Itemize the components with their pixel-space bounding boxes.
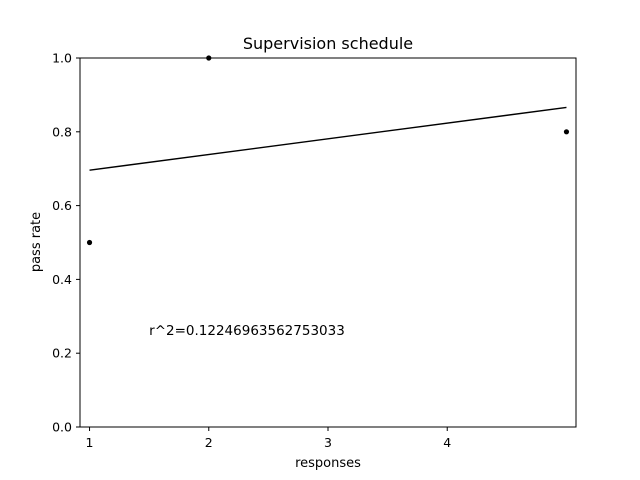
data-point — [563, 129, 570, 135]
x-tick-label: 2 — [205, 435, 213, 450]
data-point — [206, 55, 212, 61]
y-tick-label: 0.8 — [52, 124, 72, 139]
x-tick-label: 3 — [324, 435, 332, 450]
y-tick-label: 0.0 — [52, 420, 72, 435]
plot-frame — [79, 57, 577, 428]
x-axis-label: responses — [295, 456, 361, 471]
fit-line — [89, 106, 567, 171]
plot-area: 1 2 3 4 0.0 0.2 0.4 0.6 0.8 1.0 r^2=0.122469635627… — [52, 51, 577, 450]
chart-title: Supervision schedule — [243, 34, 413, 53]
data-point — [86, 239, 93, 246]
x-tick-label: 4 — [443, 435, 451, 450]
x-tick-label: 1 — [86, 435, 94, 450]
annotation-r-squared: r^2=0.12246963562753033 — [149, 323, 345, 339]
y-tick-label: 0.6 — [52, 198, 72, 213]
y-axis-label: pass rate — [29, 212, 44, 272]
y-tick-label: 0.2 — [52, 346, 72, 361]
y-tick-label: 1.0 — [52, 51, 72, 66]
y-tick-label: 0.4 — [52, 272, 72, 287]
